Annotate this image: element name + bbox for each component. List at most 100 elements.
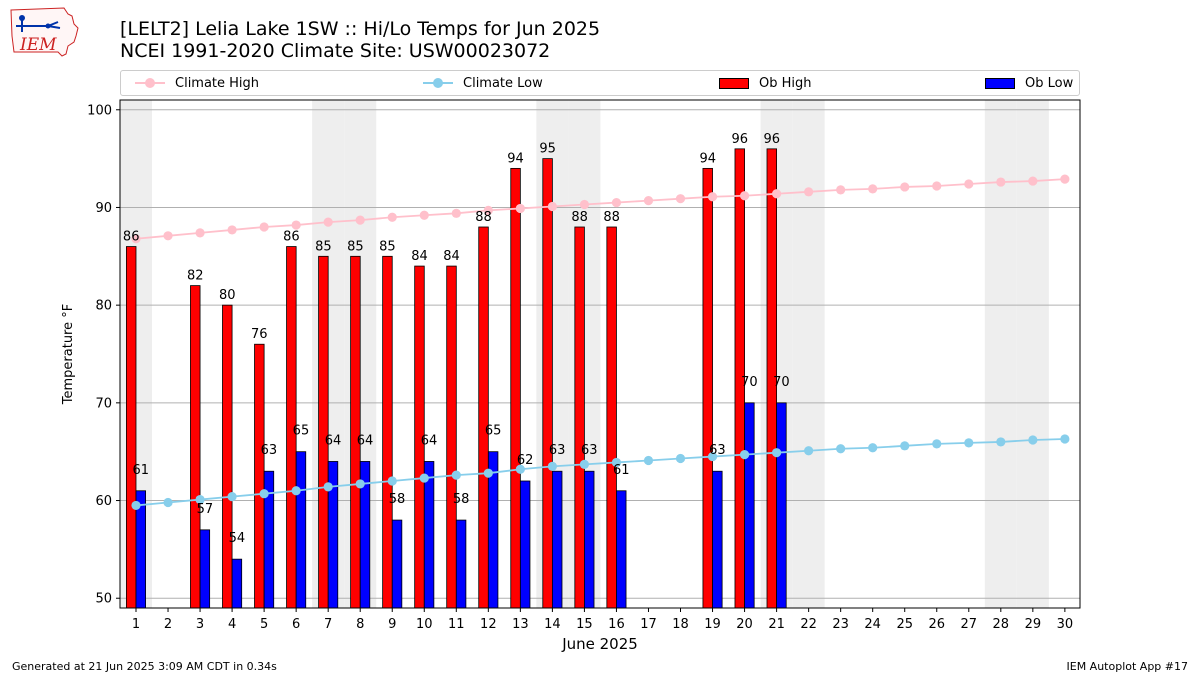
- climate-high-point: [707, 192, 718, 202]
- x-tick-label: 30: [1057, 617, 1074, 632]
- ob-low-label: 54: [229, 531, 246, 546]
- footer-generated: Generated at 21 Jun 2025 3:09 AM CDT in …: [12, 660, 277, 673]
- ob-high-bar: [702, 167, 713, 609]
- ob-low-label: 63: [261, 443, 278, 458]
- climate-low-point: [675, 453, 686, 464]
- x-tick-label: 21: [768, 617, 785, 632]
- legend-swatch-ob-high: [719, 77, 749, 89]
- y-axis-label: Temperature °F: [61, 304, 76, 405]
- climate-low-point: [547, 461, 557, 471]
- ob-high-label: 84: [443, 249, 460, 264]
- x-tick-label: 19: [704, 617, 721, 632]
- climate-high-point: [387, 212, 397, 222]
- x-tick-label: 1: [132, 617, 140, 632]
- climate-high-point: [964, 179, 974, 189]
- climate-lines: [131, 174, 1070, 511]
- ob-high-bar: [510, 167, 521, 609]
- ob-low-bar: [744, 402, 755, 609]
- climate-high-point: [451, 208, 461, 218]
- ob-high-bar: [126, 246, 137, 609]
- climate-low-point: [515, 464, 525, 474]
- climate-high-point: [419, 210, 429, 220]
- climate-high-point: [259, 222, 269, 232]
- x-tick-label: 3: [196, 617, 204, 632]
- ob-low-label: 63: [581, 443, 598, 458]
- ob-low-label: 70: [773, 375, 790, 390]
- ob-low-bar: [776, 402, 787, 609]
- x-tick-label: 10: [416, 617, 433, 632]
- ob-high-label: 84: [411, 249, 428, 264]
- ob-low-label: 58: [389, 492, 406, 507]
- climate-low-point: [964, 438, 974, 448]
- climate-high-point: [1028, 176, 1038, 186]
- climate-high-point: [131, 234, 141, 244]
- legend-swatch-climate-low: [423, 78, 453, 88]
- chart-title: [LELT2] Lelia Lake 1SW :: Hi/Lo Temps fo…: [120, 18, 601, 40]
- ob-high-label: 85: [315, 239, 332, 254]
- ob-low-label: 58: [453, 492, 470, 507]
- x-tick-label: 4: [228, 617, 236, 632]
- climate-high-point: [804, 187, 814, 197]
- climate-low-point: [227, 492, 237, 502]
- ob-high-label: 86: [283, 230, 300, 245]
- climate-low-point: [1028, 435, 1038, 445]
- x-tick-label: 25: [896, 617, 913, 632]
- x-axis-label: June 2025: [561, 635, 638, 653]
- climate-low-point: [259, 489, 269, 499]
- ob-low-label: 57: [197, 502, 214, 517]
- climate-high-point: [643, 196, 654, 206]
- climate-low-point: [387, 476, 397, 486]
- ob-high-bar: [542, 158, 553, 609]
- legend-swatch-climate-high: [135, 78, 165, 88]
- climate-low-line: [135, 438, 1065, 507]
- ob-low-label: 63: [709, 443, 726, 458]
- ob-high-label: 76: [251, 327, 268, 342]
- ob-low-bar: [455, 519, 467, 609]
- climate-high-point: [739, 191, 750, 201]
- climate-low-point: [291, 486, 301, 496]
- ob-high-label: 88: [571, 210, 588, 225]
- x-tick-label: 8: [356, 617, 364, 632]
- climate-high-point: [227, 225, 237, 235]
- ob-high-label: 85: [347, 239, 364, 254]
- x-tick-label: 7: [324, 617, 332, 632]
- ob-low-label: 63: [549, 443, 566, 458]
- climate-low-point: [932, 439, 942, 449]
- climate-low-point: [900, 441, 910, 451]
- ob-high-bar: [350, 255, 361, 609]
- x-tick-label: 26: [928, 617, 945, 632]
- ob-high-label: 95: [539, 142, 556, 157]
- climate-low-point: [996, 437, 1006, 447]
- bar-value-labels: 86 61 82 57 80 54 76 63 86 65 85 64 85 64 85 58 84 64 84 58…: [123, 132, 790, 546]
- climate-low-point: [163, 497, 173, 508]
- ob-low-bar: [584, 470, 595, 609]
- climate-high-point: [323, 217, 333, 227]
- chart-legend: Climate High Climate Low Ob High Ob Low: [120, 70, 1080, 96]
- ob-low-bar: [712, 470, 723, 609]
- x-tick-label: 2: [164, 617, 172, 632]
- climate-high-line: [135, 178, 1065, 240]
- climate-low-point: [451, 470, 461, 480]
- y-tick-label: 100: [87, 103, 112, 118]
- x-tick-label: 27: [961, 617, 978, 632]
- climate-high-point: [675, 194, 686, 204]
- climate-low-point: [707, 451, 718, 462]
- climate-low-point: [868, 443, 878, 453]
- legend-item-ob-low: Ob Low: [985, 71, 1073, 95]
- climate-high-point: [547, 201, 557, 212]
- ob-high-label: 82: [187, 269, 204, 284]
- ob-low-bar: [199, 529, 211, 609]
- climate-low-point: [419, 473, 429, 483]
- ob-high-bar: [254, 343, 265, 609]
- ob-high-label: 86: [123, 230, 140, 245]
- climate-low-point: [1060, 434, 1070, 444]
- climate-high-point: [836, 185, 846, 195]
- x-tick-label: 14: [544, 617, 561, 632]
- weekend-shade: [1016, 100, 1049, 608]
- ob-high-bar: [574, 226, 585, 609]
- climate-low-point: [739, 450, 750, 460]
- climate-high-point: [515, 203, 525, 214]
- ob-low-label: 64: [421, 433, 438, 448]
- x-tick-label: 9: [388, 617, 396, 632]
